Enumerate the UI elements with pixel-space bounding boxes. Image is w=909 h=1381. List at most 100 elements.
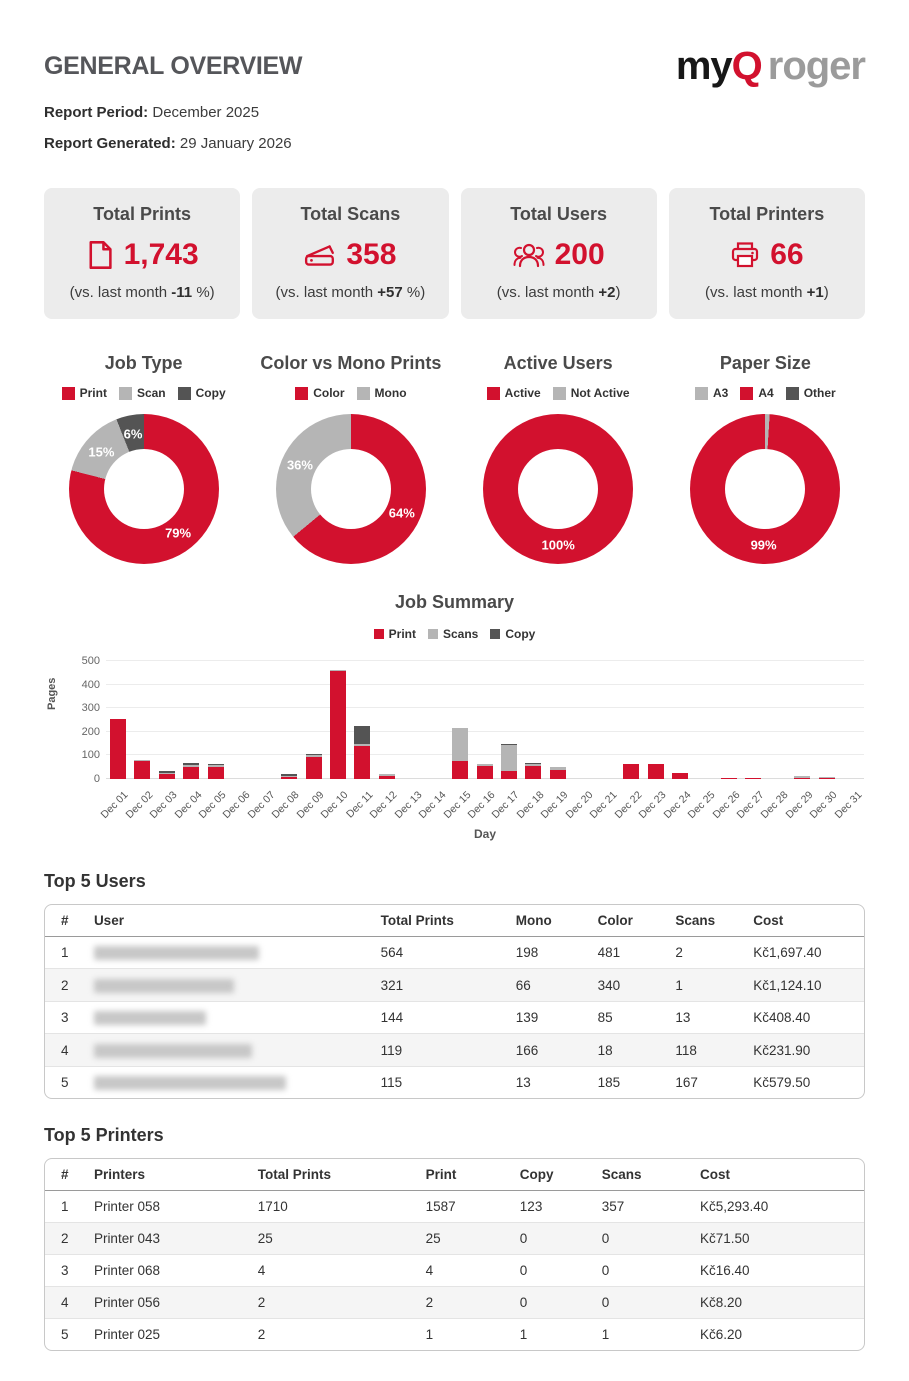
blurred-text	[93, 978, 234, 993]
legend-label: Copy	[195, 386, 226, 400]
table-row: 4 119 166 18 118 Kč231.90	[45, 1033, 864, 1067]
bar-slot-dec-22	[619, 661, 643, 779]
legend-label: A3	[713, 386, 729, 400]
redacted-user-name	[85, 968, 373, 1002]
blurred-text	[93, 1076, 286, 1091]
legend-label: Other	[803, 386, 836, 400]
bar-segment-print	[158, 773, 175, 779]
bar-slot-dec-02	[130, 661, 154, 779]
table-row: 5 115 13 185 167 Kč579.50	[45, 1066, 864, 1098]
paper-size-donut-chart: 99%	[690, 414, 841, 564]
x-axis-label: Day	[473, 827, 496, 841]
table-header-row: # Printers Total Prints Print Copy Scans Cost	[45, 1159, 864, 1192]
bar-slot-dec-10	[326, 661, 350, 779]
report-generated-label: Report Generated:	[44, 135, 176, 152]
card-note: (vs. last month +2)	[496, 284, 621, 301]
bar-slot-dec-21	[595, 661, 619, 779]
table-cell: 2	[667, 936, 746, 970]
bar-slot-dec-25	[693, 661, 717, 779]
bar-segment-print	[281, 777, 298, 779]
legend-swatch	[118, 386, 132, 400]
table-cell: 3	[45, 1001, 86, 1035]
table-row: 1 Printer 058 1710 1587 123 357 Kč5,293.40	[45, 1190, 864, 1224]
bar-segment-print	[378, 776, 395, 779]
legend-item-active: Active	[486, 386, 541, 400]
donut-title: Active Users	[503, 353, 613, 373]
bar-slot-dec-16	[473, 661, 497, 779]
redacted-user-name	[85, 936, 373, 970]
column-header-color: Color	[589, 905, 668, 937]
report-period-value: December 2025	[152, 104, 260, 121]
stacked-bar	[672, 773, 689, 779]
bar-segment-scans	[207, 765, 224, 768]
slice-label-color: 64%	[388, 505, 415, 521]
bar-segment-copy	[158, 771, 175, 773]
table-cell: 0	[511, 1222, 594, 1256]
donut-title: Paper Size	[719, 353, 811, 373]
bar-segment-copy	[354, 725, 371, 744]
bar-segment-print	[476, 766, 493, 779]
y-axis-label: Pages	[46, 677, 58, 710]
bar-segment-scans	[281, 776, 298, 778]
column-header-scans: Scans	[593, 1159, 692, 1192]
table-cell: 1710	[249, 1190, 418, 1224]
y-tick-label: 0	[93, 773, 100, 785]
report-generated-value: 29 January 2026	[179, 135, 292, 152]
blurred-text	[93, 1043, 252, 1058]
column-header-scans: Scans	[667, 905, 746, 937]
table-cell: 115	[380, 1074, 403, 1090]
bar-segment-print	[745, 778, 762, 779]
table-cell: 2	[45, 968, 86, 1002]
y-tick-label: 200	[81, 725, 100, 738]
bar-slot-dec-18	[521, 661, 545, 779]
table-cell: 0	[593, 1286, 692, 1320]
users-icon	[513, 241, 545, 269]
x-tick-label: Dec 01	[98, 789, 131, 822]
table-cell: Kč1,124.10	[745, 968, 864, 1002]
stacked-bar	[623, 763, 640, 779]
bar-segment-scans	[134, 760, 151, 762]
table-cell: Kč8.20	[691, 1286, 864, 1320]
top-users-section: Top 5 Users # User Total Prints Mono Color Sc…	[44, 871, 865, 1100]
table-cell: 5	[61, 1074, 69, 1090]
legend-label: A4	[758, 386, 774, 400]
table-cell: 5	[61, 1327, 69, 1343]
table-cell: 166	[507, 1033, 590, 1067]
bar-slot-dec-29	[790, 661, 814, 779]
bar-slot-dec-27	[741, 661, 765, 779]
bar-slot-dec-08	[277, 661, 301, 779]
table-cell: Printer 056	[85, 1286, 250, 1320]
bar-slot-dec-07	[253, 661, 277, 779]
bar-slot-dec-03	[155, 661, 179, 779]
column-header--: #	[45, 905, 86, 937]
job-summary-title: Job Summary	[394, 592, 515, 612]
table-cell: 1	[425, 1327, 434, 1343]
bar-segment-scans	[452, 727, 469, 762]
legend-label: Print	[79, 386, 107, 400]
bar-segment-print	[623, 763, 640, 779]
slice-label-a4: 99%	[750, 537, 777, 553]
table-cell: 3	[45, 1254, 86, 1288]
table-cell: 1	[601, 1327, 610, 1343]
bar-slot-dec-13	[399, 661, 423, 779]
donut-title: Color vs Mono Prints	[260, 353, 442, 373]
table-cell: Kč231.90	[745, 1033, 864, 1067]
table-cell: 4	[45, 1033, 86, 1067]
stacked-bar	[134, 760, 151, 779]
bar-segment-print	[647, 763, 664, 779]
legend-label: Not Active	[570, 386, 630, 400]
card-note: (vs. last month +1)	[704, 284, 829, 301]
card-note: (vs. last month -11 %)	[69, 284, 215, 301]
bar-slot-dec-06	[228, 661, 252, 779]
bar-segment-scans	[549, 766, 566, 770]
bar-segment-print	[329, 670, 346, 779]
stacked-bar	[501, 743, 517, 779]
table-cell: 357	[593, 1190, 692, 1224]
bar-segment-print	[501, 770, 517, 779]
bar-segment-scans	[305, 754, 322, 758]
bar-segment-scans	[354, 743, 371, 746]
donut-hole	[103, 449, 184, 529]
stacked-bar	[354, 725, 371, 779]
stacked-bar	[476, 763, 493, 779]
bar-segment-scans	[158, 772, 175, 774]
